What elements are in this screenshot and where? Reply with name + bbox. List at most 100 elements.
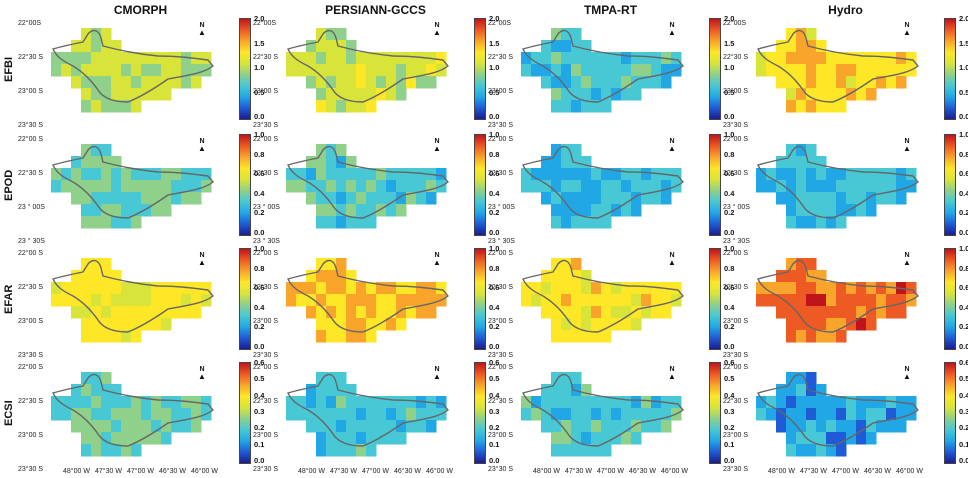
north-label: N	[434, 138, 440, 145]
grid-cell	[161, 294, 172, 307]
grid-cell	[806, 76, 817, 89]
grid-cell	[541, 40, 552, 53]
lon-label: 47°00 W	[832, 468, 859, 475]
grid-cell	[641, 282, 652, 295]
grid-cell	[776, 52, 787, 65]
colorbar-tick-label: 1.5	[959, 38, 968, 48]
grid-cell	[641, 52, 652, 65]
grid-cell	[91, 76, 102, 89]
grid-cell	[81, 384, 92, 397]
grid-cell	[906, 52, 917, 65]
grid-cell	[326, 88, 337, 101]
grid-cell	[346, 282, 357, 295]
grid-cell	[131, 204, 142, 217]
grid-cell	[141, 318, 152, 331]
colorbar-tick-label: 1.0	[254, 130, 265, 139]
grid-cell	[51, 396, 62, 409]
colorbar-tick-label: 0.4	[489, 188, 500, 198]
grid-cell	[561, 396, 572, 409]
map-efar-0	[51, 258, 214, 343]
grid-cell	[121, 204, 132, 217]
grid-cell	[786, 372, 797, 385]
colorbar-tick-label: 1.0	[959, 244, 968, 253]
grid-cell	[661, 180, 672, 193]
grid-cell	[876, 168, 887, 181]
grid-cell	[521, 64, 532, 77]
grid-cell	[806, 408, 817, 421]
grid-cell	[141, 432, 152, 445]
lon-label: 46°30 W	[864, 468, 891, 475]
grid-cell	[121, 420, 132, 433]
lon-label: 46°00 W	[661, 468, 688, 475]
grid-cell	[396, 408, 407, 421]
grid-cell	[561, 144, 572, 157]
row-label-2: EFAR	[3, 284, 15, 314]
colorbar-tick-label: 0.0	[724, 456, 735, 465]
grid-cell	[551, 216, 562, 229]
grid-cell	[521, 396, 532, 409]
grid-cell	[786, 144, 797, 157]
grid-cell	[386, 52, 397, 65]
grid-cell	[571, 306, 582, 319]
grid-cell	[581, 156, 592, 169]
colorbar-tick-label: 1.0	[489, 63, 500, 72]
colorbar-tick-label: 0.4	[959, 390, 968, 400]
grid-cell	[886, 306, 897, 319]
grid-cell	[571, 88, 582, 101]
grid-cell	[396, 432, 407, 445]
map-efbi-2	[521, 28, 684, 113]
grid-cell	[601, 204, 612, 217]
grid-cell	[376, 396, 387, 409]
grid-cell	[561, 156, 572, 169]
grid-cell	[366, 396, 377, 409]
north-arrow-icon: N ▲	[901, 22, 913, 37]
grid-cell	[336, 306, 347, 319]
grid-cell	[651, 168, 662, 181]
grid-cell	[551, 40, 562, 53]
grid-cell	[561, 64, 572, 77]
grid-cell	[356, 294, 367, 307]
grid-cell	[346, 270, 357, 283]
grid-cell	[111, 64, 122, 77]
grid-cell	[316, 180, 327, 193]
grid-cell	[191, 64, 202, 77]
colorbar-tick-label: 0.5	[724, 87, 735, 97]
grid-cell	[531, 294, 542, 307]
grid-cell	[406, 180, 417, 193]
grid-cell	[786, 282, 797, 295]
grid-cell	[621, 318, 632, 331]
lon-label: 47°30 W	[565, 468, 592, 475]
grid-cell	[561, 192, 572, 205]
lat-label: 23°00 S	[18, 318, 43, 325]
grid-cell	[71, 192, 82, 205]
north-arrow-icon: N ▲	[666, 366, 678, 381]
grid-cell	[541, 420, 552, 433]
north-arrow-icon: N ▲	[431, 138, 443, 153]
grid-cell	[786, 40, 797, 53]
grid-cell	[806, 420, 817, 433]
grid-cell	[796, 156, 807, 169]
grid-cell	[356, 432, 367, 445]
grid-cell	[366, 432, 377, 445]
grid-cell	[581, 318, 592, 331]
grid-cell	[571, 444, 582, 457]
grid-cell	[631, 306, 642, 319]
grid-cell	[541, 52, 552, 65]
grid-cell	[121, 294, 132, 307]
grid-cell	[336, 64, 347, 77]
grid-cell	[581, 52, 592, 65]
grid-cell	[336, 282, 347, 295]
grid-cell	[756, 294, 767, 307]
grid-cell	[51, 64, 62, 77]
grid-cell	[591, 318, 602, 331]
grid-cell	[806, 180, 817, 193]
grid-cell	[161, 318, 172, 331]
grid-cell	[366, 52, 377, 65]
grid-cell	[81, 100, 92, 113]
grid-cell	[356, 64, 367, 77]
grid-cell	[326, 444, 337, 457]
grid-cell	[806, 306, 817, 319]
grid-cell	[876, 294, 887, 307]
colorbar-tick-label: 0.1	[489, 439, 500, 449]
grid-cell	[366, 76, 377, 89]
